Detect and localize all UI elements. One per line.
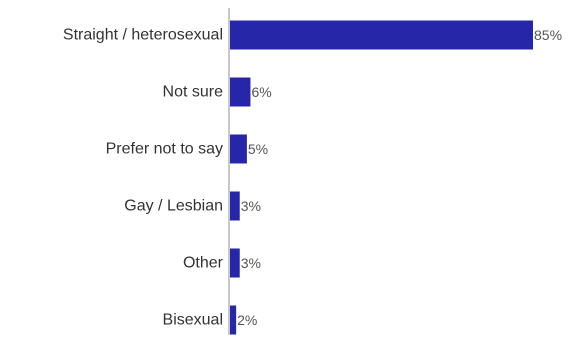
category-label-4: Other bbox=[183, 255, 224, 272]
bar-3 bbox=[229, 191, 240, 221]
category-label-0: Straight / heterosexual bbox=[63, 27, 223, 44]
category-label-3: Gay / Lesbian bbox=[124, 198, 223, 215]
bars-layer bbox=[229, 20, 533, 335]
category-label-1: Not sure bbox=[163, 84, 224, 101]
bar-2 bbox=[229, 134, 247, 164]
value-label-3: 3% bbox=[241, 198, 261, 214]
value-label-4: 3% bbox=[241, 255, 261, 271]
bar-1 bbox=[229, 77, 251, 107]
value-label-0: 85% bbox=[534, 27, 562, 43]
bar-5 bbox=[229, 305, 237, 335]
bar-0 bbox=[229, 20, 533, 50]
value-label-1: 6% bbox=[251, 84, 271, 100]
bar-4 bbox=[229, 248, 240, 278]
value-label-5: 2% bbox=[237, 312, 257, 328]
category-label-2: Prefer not to say bbox=[106, 141, 223, 158]
labels-layer: Straight / heterosexual 85% Not sure 6% Pref… bbox=[63, 27, 562, 329]
category-label-5: Bisexual bbox=[163, 312, 223, 329]
value-label-2: 5% bbox=[248, 141, 268, 157]
